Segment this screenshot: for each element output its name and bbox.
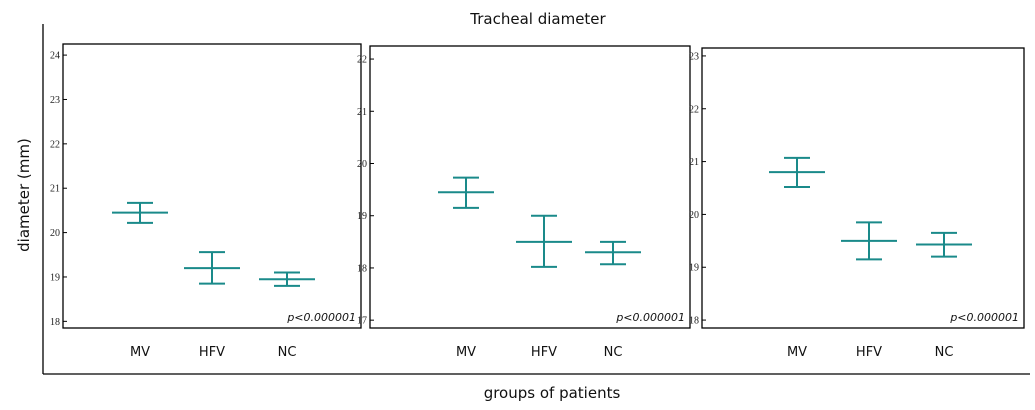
y-tick-label: 17 [357,316,367,327]
y-tick-label: 18 [689,316,699,327]
y-tick-label: 19 [50,272,60,283]
category-label: MV [456,345,476,360]
x-axis-label: groups of patients [484,384,621,402]
y-tick-label: 19 [357,211,367,222]
category-label: MV [787,345,807,360]
figure-title: Tracheal diameter [469,10,606,28]
y-tick-label: 22 [689,104,699,115]
category-label: NC [935,345,954,360]
panel-2: 17 18 19 20 21 22 MV HFV NC p<0.000001 [357,45,691,360]
y-tick-label: 20 [689,210,699,221]
y-tick-label: 20 [50,228,60,239]
plot-frame [369,45,691,329]
p-value-annotation: p<0.000001 [615,311,685,324]
y-axis-label: diameter (mm) [15,138,33,252]
y-tick-label: 23 [689,51,699,62]
panel-1: 18 19 20 21 22 23 24 MV HFV NC p<0.000001 [50,43,362,360]
category-label: HFV [531,345,557,360]
y-tick-label: 24 [50,51,60,62]
category-label: MV [130,345,150,360]
plot-frame [701,47,1025,329]
category-label: NC [278,345,297,360]
y-tick-label: 22 [50,139,60,150]
plot-frame [62,43,362,329]
y-tick-label: 21 [357,107,367,118]
panel-3: 18 19 20 21 22 23 MV HFV NC p<0.000001 [689,47,1025,360]
y-tick-label: 23 [50,95,60,106]
y-tick-label: 21 [689,157,699,168]
category-label: HFV [856,345,882,360]
category-label: HFV [199,345,225,360]
y-tick-label: 19 [689,263,699,274]
y-tick-label: 20 [357,159,367,170]
p-value-annotation: p<0.000001 [949,311,1019,324]
y-tick-label: 18 [50,317,60,328]
y-tick-label: 21 [50,184,60,195]
category-label: NC [604,345,623,360]
y-tick-label: 18 [357,263,367,274]
y-tick-label: 22 [357,55,367,66]
p-value-annotation: p<0.000001 [286,311,356,324]
